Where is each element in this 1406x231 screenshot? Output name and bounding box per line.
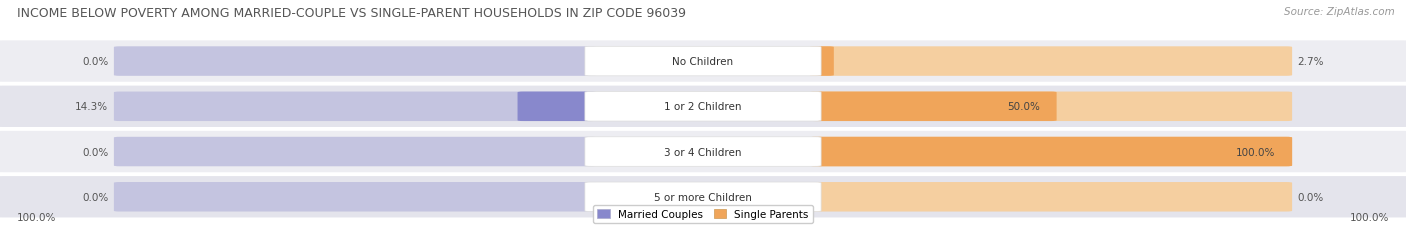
Text: INCOME BELOW POVERTY AMONG MARRIED-COUPLE VS SINGLE-PARENT HOUSEHOLDS IN ZIP COD: INCOME BELOW POVERTY AMONG MARRIED-COUPL… bbox=[17, 7, 686, 20]
FancyBboxPatch shape bbox=[810, 47, 1292, 76]
FancyBboxPatch shape bbox=[810, 137, 1292, 167]
FancyBboxPatch shape bbox=[585, 47, 821, 76]
FancyBboxPatch shape bbox=[585, 92, 821, 122]
FancyBboxPatch shape bbox=[114, 137, 596, 167]
Text: 3 or 4 Children: 3 or 4 Children bbox=[664, 147, 742, 157]
FancyBboxPatch shape bbox=[810, 92, 1057, 122]
FancyBboxPatch shape bbox=[585, 137, 821, 167]
Legend: Married Couples, Single Parents: Married Couples, Single Parents bbox=[593, 205, 813, 224]
Text: 0.0%: 0.0% bbox=[1298, 192, 1324, 202]
FancyBboxPatch shape bbox=[114, 182, 596, 212]
Text: 0.0%: 0.0% bbox=[82, 57, 108, 67]
Text: 100.0%: 100.0% bbox=[1236, 147, 1275, 157]
FancyBboxPatch shape bbox=[114, 92, 596, 122]
FancyBboxPatch shape bbox=[0, 175, 1406, 219]
FancyBboxPatch shape bbox=[0, 40, 1406, 84]
Text: 14.3%: 14.3% bbox=[75, 102, 108, 112]
FancyBboxPatch shape bbox=[517, 92, 596, 122]
Text: 1 or 2 Children: 1 or 2 Children bbox=[664, 102, 742, 112]
Text: 2.7%: 2.7% bbox=[1298, 57, 1324, 67]
FancyBboxPatch shape bbox=[0, 85, 1406, 129]
Text: 100.0%: 100.0% bbox=[1350, 212, 1389, 222]
FancyBboxPatch shape bbox=[810, 137, 1292, 167]
FancyBboxPatch shape bbox=[114, 47, 596, 76]
Text: 0.0%: 0.0% bbox=[82, 192, 108, 202]
FancyBboxPatch shape bbox=[810, 182, 1292, 212]
Text: No Children: No Children bbox=[672, 57, 734, 67]
FancyBboxPatch shape bbox=[0, 130, 1406, 174]
Text: 100.0%: 100.0% bbox=[17, 212, 56, 222]
FancyBboxPatch shape bbox=[585, 182, 821, 212]
Text: Source: ZipAtlas.com: Source: ZipAtlas.com bbox=[1284, 7, 1395, 17]
FancyBboxPatch shape bbox=[810, 47, 834, 76]
FancyBboxPatch shape bbox=[810, 92, 1292, 122]
Text: 5 or more Children: 5 or more Children bbox=[654, 192, 752, 202]
Text: 0.0%: 0.0% bbox=[82, 147, 108, 157]
Text: 50.0%: 50.0% bbox=[1007, 102, 1040, 112]
